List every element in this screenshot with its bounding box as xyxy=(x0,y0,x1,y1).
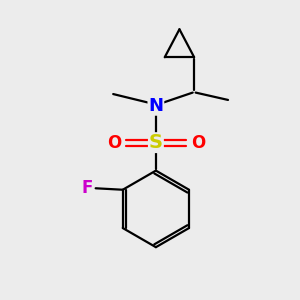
Text: O: O xyxy=(107,134,121,152)
Text: N: N xyxy=(148,97,164,115)
Text: O: O xyxy=(191,134,205,152)
Text: S: S xyxy=(149,133,163,152)
Text: F: F xyxy=(82,179,93,197)
